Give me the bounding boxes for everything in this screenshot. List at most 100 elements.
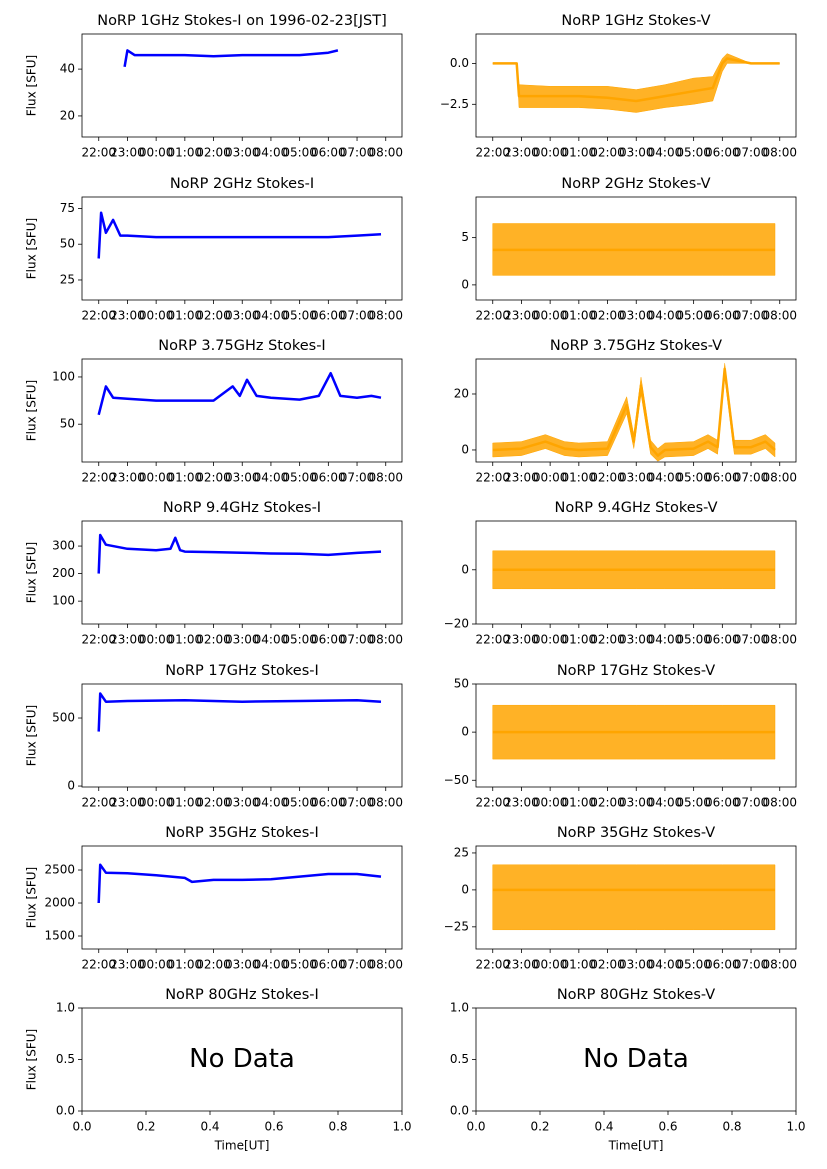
data-line xyxy=(97,371,382,416)
x-tick-label: 02:00 xyxy=(196,796,231,810)
x-tick-label: 06:00 xyxy=(311,633,346,647)
x-tick-label: 03:00 xyxy=(225,958,260,972)
x-tick-label: 08:00 xyxy=(368,796,403,810)
x-tick-label: 23:00 xyxy=(110,633,145,647)
x-tick-label: 05:00 xyxy=(282,309,317,323)
x-tick-label: 02:00 xyxy=(196,146,231,160)
x-tick-label: 08:00 xyxy=(762,309,797,323)
x-tick-label: 23:00 xyxy=(110,146,145,160)
axes-title: NoRP 35GHz Stokes-I xyxy=(165,825,319,841)
x-tick-label: 22:00 xyxy=(475,796,510,810)
x-tick-label: 01:00 xyxy=(168,309,203,323)
x-tick-label: 08:00 xyxy=(762,796,797,810)
x-tick-label: 03:00 xyxy=(225,633,260,647)
x-tick-label: 00:00 xyxy=(139,146,174,160)
x-tick-label: 07:00 xyxy=(734,146,769,160)
y-tick-label: 200 xyxy=(52,566,75,580)
x-tick-label: 05:00 xyxy=(282,633,317,647)
data-line xyxy=(123,49,339,68)
x-tick-label: 03:00 xyxy=(225,309,260,323)
annotation: No Data xyxy=(189,1044,295,1074)
x-tick-label: 00:00 xyxy=(139,309,174,323)
x-tick-label: 00:00 xyxy=(139,633,174,647)
y-tick-label: 50 xyxy=(60,417,75,431)
y-axis-label: Flux [SFU] xyxy=(25,55,39,116)
x-tick-label: 01:00 xyxy=(562,633,597,647)
x-tick-label: 0.6 xyxy=(658,1120,677,1134)
x-tick-label: 02:00 xyxy=(196,309,231,323)
y-tick-label: 0.0 xyxy=(450,1104,469,1118)
x-tick-label: 22:00 xyxy=(475,958,510,972)
y-tick-label: −2.5 xyxy=(440,97,469,111)
x-tick-label: 07:00 xyxy=(340,633,375,647)
x-tick-label: 22:00 xyxy=(81,633,116,647)
x-axis-label: Time[UT] xyxy=(214,1139,270,1153)
x-tick-label: 23:00 xyxy=(110,309,145,323)
x-tick-label: 01:00 xyxy=(168,796,203,810)
axes-title: NoRP 3.75GHz Stokes-V xyxy=(550,338,722,354)
x-tick-label: 01:00 xyxy=(562,471,597,485)
y-tick-label: 0 xyxy=(461,277,469,291)
y-tick-label: 25 xyxy=(60,272,75,286)
x-tick-label: 06:00 xyxy=(705,796,740,810)
y-tick-label: 0 xyxy=(67,779,75,793)
data-line xyxy=(97,533,382,574)
x-tick-label: 06:00 xyxy=(311,146,346,160)
x-tick-label: 08:00 xyxy=(368,471,403,485)
x-tick-label: 07:00 xyxy=(340,796,375,810)
y-tick-label: 2500 xyxy=(44,863,75,877)
x-tick-label: 05:00 xyxy=(282,958,317,972)
x-tick-label: 03:00 xyxy=(225,796,260,810)
x-tick-label: 04:00 xyxy=(254,309,289,323)
y-tick-label: 1.0 xyxy=(56,1001,75,1015)
x-tick-label: 02:00 xyxy=(590,471,625,485)
x-tick-label: 08:00 xyxy=(762,633,797,647)
x-tick-label: 02:00 xyxy=(590,958,625,972)
x-tick-label: 01:00 xyxy=(562,309,597,323)
x-tick-label: 07:00 xyxy=(340,309,375,323)
x-tick-label: 00:00 xyxy=(533,309,568,323)
y-tick-label: 0 xyxy=(461,442,469,456)
x-tick-label: 04:00 xyxy=(648,146,683,160)
x-tick-label: 0.8 xyxy=(722,1120,741,1134)
y-tick-label: 0 xyxy=(461,882,469,896)
data-line xyxy=(492,367,776,457)
x-tick-label: 00:00 xyxy=(533,471,568,485)
x-tick-label: 22:00 xyxy=(475,633,510,647)
x-tick-label: 03:00 xyxy=(619,796,654,810)
x-tick-label: 06:00 xyxy=(311,796,346,810)
x-tick-label: 08:00 xyxy=(368,958,403,972)
y-tick-label: 5 xyxy=(461,230,469,244)
y-axis-label: Flux [SFU] xyxy=(25,1029,39,1090)
axes-title: NoRP 1GHz Stokes-I on 1996-02-23[JST] xyxy=(97,13,387,29)
x-tick-label: 05:00 xyxy=(676,309,711,323)
x-tick-label: 06:00 xyxy=(311,471,346,485)
x-tick-label: 0.2 xyxy=(136,1120,155,1134)
x-tick-label: 05:00 xyxy=(676,796,711,810)
axes-title: NoRP 35GHz Stokes-V xyxy=(557,825,715,841)
x-tick-label: 22:00 xyxy=(81,146,116,160)
x-tick-label: 00:00 xyxy=(139,471,174,485)
x-tick-label: 07:00 xyxy=(734,633,769,647)
x-tick-label: 23:00 xyxy=(110,796,145,810)
x-tick-label: 02:00 xyxy=(590,796,625,810)
x-tick-label: 07:00 xyxy=(734,309,769,323)
x-tick-label: 04:00 xyxy=(648,471,683,485)
x-tick-label: 08:00 xyxy=(368,146,403,160)
y-tick-label: 75 xyxy=(60,201,75,215)
y-tick-label: 25 xyxy=(454,845,469,859)
x-tick-label: 23:00 xyxy=(504,309,539,323)
axes-title: NoRP 1GHz Stokes-V xyxy=(561,13,710,29)
x-tick-label: 06:00 xyxy=(311,958,346,972)
y-tick-label: 300 xyxy=(52,539,75,553)
x-tick-label: 02:00 xyxy=(590,146,625,160)
y-tick-label: 0.0 xyxy=(450,56,469,70)
x-tick-label: 03:00 xyxy=(619,309,654,323)
x-tick-label: 06:00 xyxy=(705,958,740,972)
x-tick-label: 23:00 xyxy=(110,958,145,972)
y-tick-label: 50 xyxy=(60,237,75,251)
x-tick-label: 07:00 xyxy=(734,471,769,485)
x-tick-label: 04:00 xyxy=(254,633,289,647)
x-tick-label: 02:00 xyxy=(196,633,231,647)
axes-title: NoRP 17GHz Stokes-I xyxy=(165,663,319,679)
